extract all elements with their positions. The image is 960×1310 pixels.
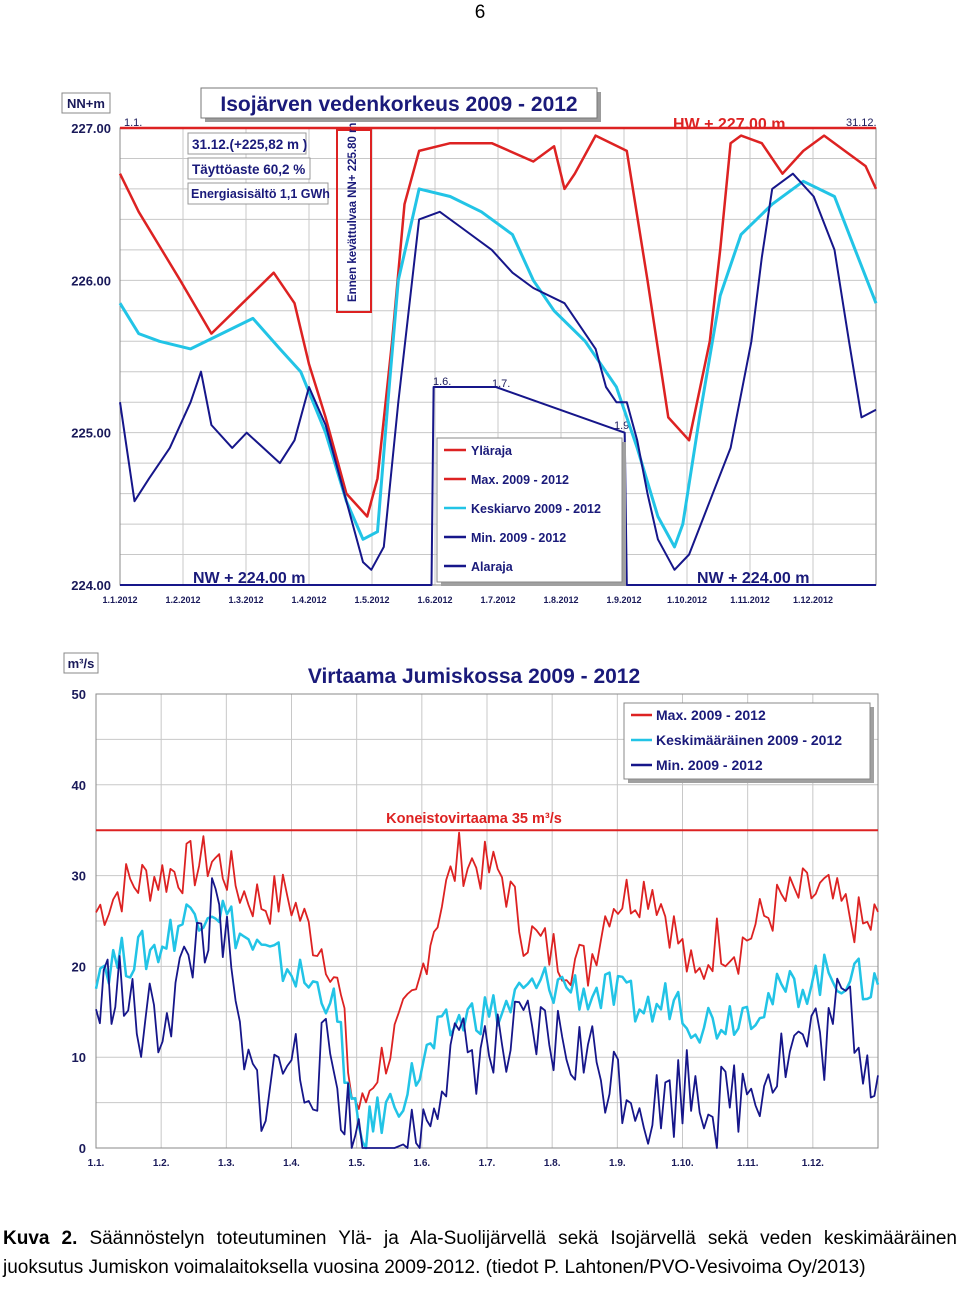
flow-y-tick: 10: [72, 1050, 86, 1065]
flow-x-tick: 1.5.: [348, 1158, 365, 1169]
flow-legend-label-keskim-r-inen-2009-2012: Keskimääräinen 2009 - 2012: [656, 732, 842, 748]
water-level-x-tick: 1.9.2012: [606, 595, 641, 605]
flow-legend: [623, 702, 871, 780]
flow-y-tick: 20: [72, 959, 86, 974]
flow-x-tick: 1.2.: [153, 1158, 170, 1169]
flow-plot-frame: [95, 693, 879, 1149]
info-text-2: Täyttöaste 60,2 %: [192, 162, 305, 177]
water-level-x-tick: 1.7.2012: [480, 595, 515, 605]
flow-x-tick: 1.11.: [737, 1158, 759, 1169]
flow-chart: m³/s Virtaama Jumiskossa 2009 - 2012 0 10…: [63, 652, 880, 1169]
flow-x-tick: 1.6.: [413, 1158, 430, 1169]
legend-label-max-2009-2012: Max. 2009 - 2012: [471, 473, 569, 487]
water-level-x-tick: 1.10.2012: [667, 595, 707, 605]
flow-x-tick: 1.8.: [544, 1158, 561, 1169]
flow-x-tick: 1.7.: [479, 1158, 496, 1169]
water-level-x-tick: 1.8.2012: [543, 595, 578, 605]
nw-label-left: NW + 224.00 m: [193, 570, 306, 587]
flow-x-tick: 1.4.: [283, 1158, 300, 1169]
water-level-line-keskiarvo-2009-2012: [118, 179, 878, 549]
start-marker: 1.1.: [124, 117, 142, 129]
flow-y-tick: 0: [79, 1141, 86, 1156]
flow-x-tick: 1.10.: [671, 1158, 693, 1169]
page-number: 6: [474, 2, 486, 23]
water-level-y-ticks: 224.00 225.00 226.00 227.00: [71, 121, 111, 593]
water-level-line-min-2009-2012: [119, 172, 877, 571]
info-box-3: [187, 182, 329, 205]
water-level-chart: NN+m Isojärven vedenkorkeus 2009 - 2012 …: [61, 87, 878, 605]
water-level-x-tick: 1.4.2012: [291, 595, 326, 605]
flow-y-tick: 40: [72, 778, 86, 793]
flow-reference: Koneistovirtaama 35 m³/s: [96, 811, 878, 832]
flow-legend-label-max-2009-2012: Max. 2009 - 2012: [656, 707, 766, 723]
figure-caption: Kuva 2. Säännöstelyn toteutuminen Ylä- j…: [3, 1224, 957, 1282]
water-level-y-tick: 224.00: [71, 578, 111, 593]
water-level-series-lines: [118, 126, 878, 586]
flow-title: Virtaama Jumiskossa 2009 - 2012: [308, 665, 640, 688]
flow-x-tick: 1.1.: [88, 1158, 105, 1169]
legend-label-yl-raja: Yläraja: [471, 444, 513, 458]
water-level-legend: [436, 437, 623, 583]
legend-label-alaraja: Alaraja: [471, 560, 514, 574]
nw-label-right: NW + 224.00 m: [697, 570, 810, 587]
water-level-x-tick: 1.12.2012: [793, 595, 833, 605]
water-level-y-tick: 226.00: [71, 273, 111, 288]
water-level-line-max-2009-2012: [118, 134, 878, 518]
water-level-x-tick: 1.6.2012: [417, 595, 452, 605]
water-level-x-tick: 1.11.2012: [730, 595, 770, 605]
reference-label: Koneistovirtaama 35 m³/s: [386, 811, 562, 827]
flow-line-max-2009-2012: [95, 831, 879, 1110]
flow-x-tick: 1.3.: [218, 1158, 235, 1169]
flow-y-tick: 50: [72, 687, 86, 702]
flow-x-tick: 1.9.: [609, 1158, 626, 1169]
info-text-3: Energiasisältö 1,1 GWh: [191, 187, 330, 201]
flow-x-tick: 1.12.: [802, 1158, 824, 1169]
end-marker: 31.12.: [846, 117, 877, 129]
water-level-x-ticks: 1.1.2012 1.2.2012 1.3.2012 1.4.2012 1.5.2012…: [102, 595, 833, 605]
water-level-x-tick: 1.5.2012: [354, 595, 389, 605]
mark-1-6: 1.6.: [433, 376, 451, 388]
water-level-x-tick: 1.2.2012: [165, 595, 200, 605]
flow-legend-items: Max. 2009 - 2012 Keskimääräinen 2009 - 20…: [631, 707, 842, 773]
flow-y-tick: 30: [72, 869, 86, 884]
flow-legend-label-min-2009-2012: Min. 2009 - 2012: [656, 757, 763, 773]
water-level-x-tick: 1.1.2012: [102, 595, 137, 605]
flow-y-ticks: 0 10 20 30 40 50: [72, 687, 86, 1156]
flow-line-min-2009-2012: [95, 877, 879, 1149]
hw-label: HW + 227.00 m: [673, 116, 786, 133]
legend-label-min-2009-2012: Min. 2009 - 2012: [471, 531, 566, 545]
spring-limit-label: Ennen kevättulvaa NN+ 225.80 m: [347, 123, 359, 302]
water-level-unit: NN+m: [67, 96, 105, 111]
water-level-title: Isojärven vedenkorkeus 2009 - 2012: [220, 93, 577, 116]
water-level-x-tick: 1.3.2012: [228, 595, 263, 605]
water-level-unit-box: [61, 92, 111, 114]
water-level-y-tick: 227.00: [71, 121, 111, 136]
flow-x-ticks: 1.1. 1.2. 1.3. 1.4. 1.5. 1.6. 1.7. 1.8. 1.9. 1.10…: [88, 1158, 825, 1169]
water-level-title-box: [200, 87, 598, 119]
water-level-legend-items: Yläraja Max. 2009 - 2012 Keskiarvo 2009 - …: [444, 444, 601, 574]
water-level-line-alaraja: [120, 386, 876, 586]
flow-unit-box: [63, 652, 99, 674]
caption-label: Kuva 2.: [3, 1228, 78, 1249]
caption-text: Säännöstelyn toteutuminen Ylä- ja Ala-Su…: [3, 1228, 957, 1278]
legend-label-keskiarvo-2009-2012: Keskiarvo 2009 - 2012: [471, 502, 601, 516]
flow-series-lines: [94, 831, 880, 1150]
info-box-1: [187, 132, 307, 155]
water-level-y-tick: 225.00: [71, 426, 111, 441]
info-text-1: 31.12.(+225,82 m ): [192, 137, 307, 152]
flow-line-keskim-r-inen-2009-2012: [94, 899, 880, 1150]
info-box-2: [187, 157, 311, 180]
spring-limit-box: [336, 129, 372, 313]
flow-unit: m³/s: [68, 656, 95, 671]
